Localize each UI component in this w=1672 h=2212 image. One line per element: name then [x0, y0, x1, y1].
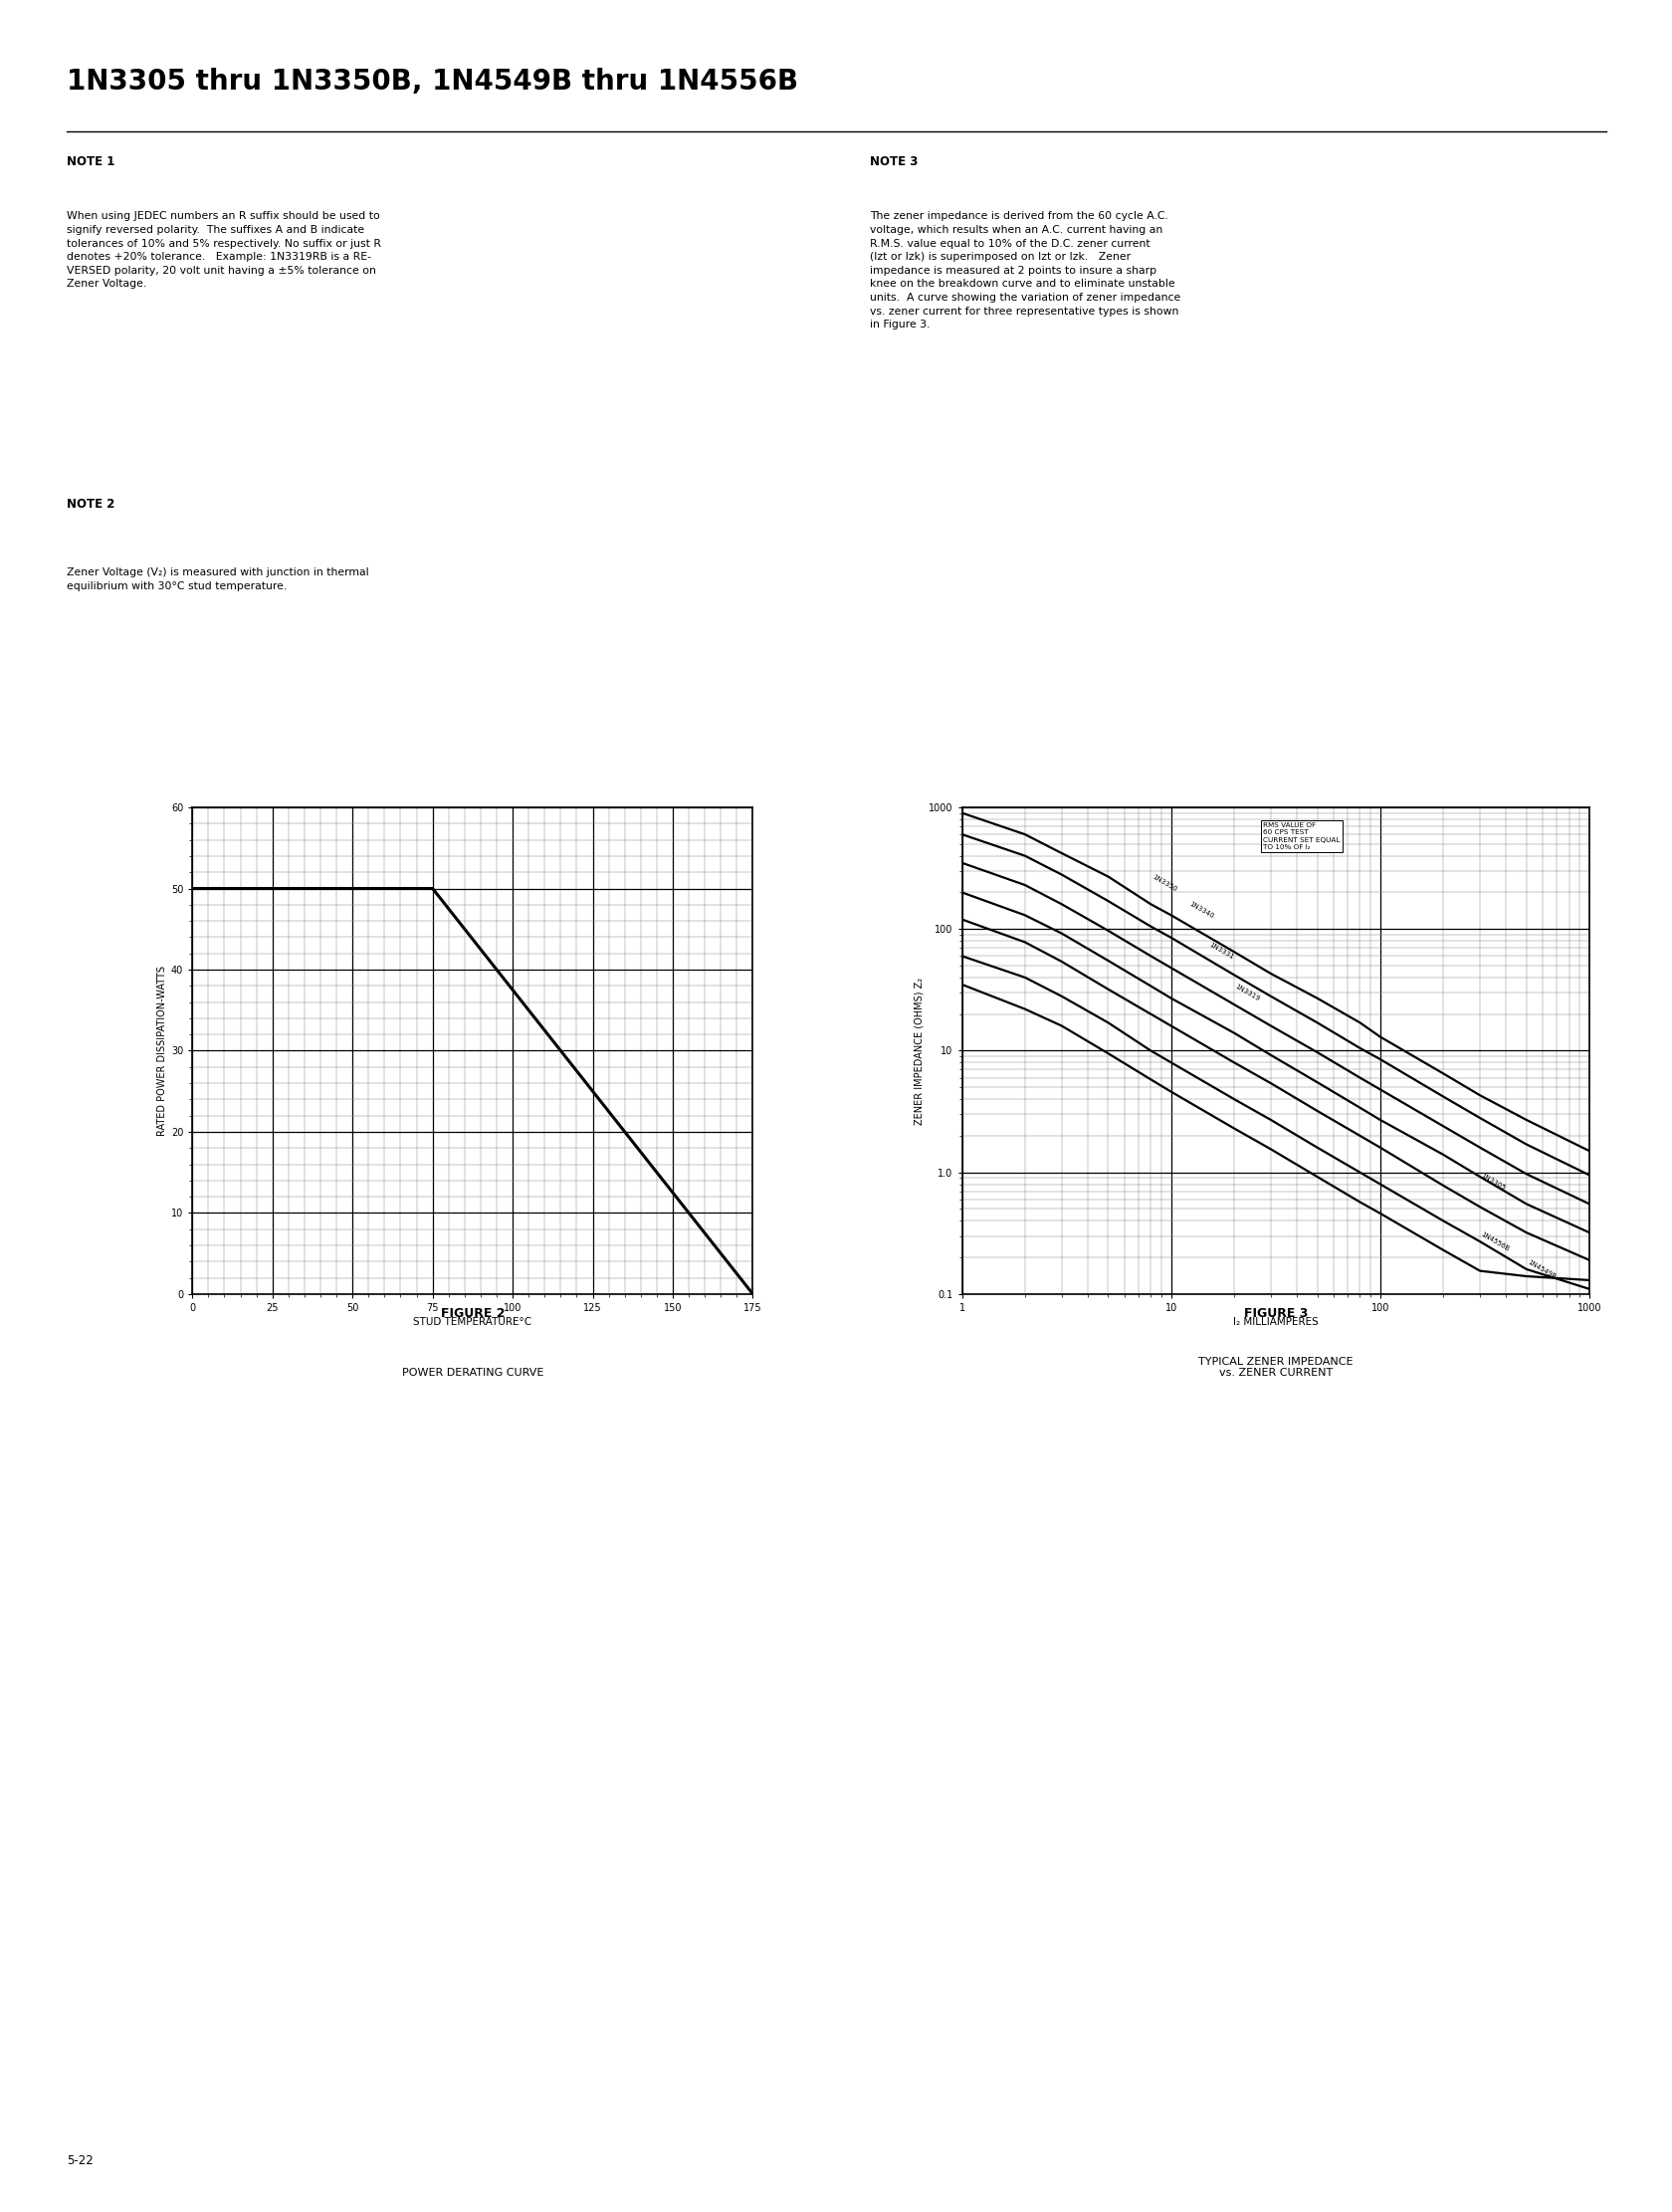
Text: NOTE 3: NOTE 3: [869, 155, 918, 168]
Text: The zener impedance is derived from the 60 cycle A.C.
voltage, which results whe: The zener impedance is derived from the …: [869, 212, 1180, 330]
Text: 1N3305: 1N3305: [1480, 1172, 1506, 1192]
Text: POWER DERATING CURVE: POWER DERATING CURVE: [401, 1367, 543, 1378]
Y-axis label: RATED POWER DISSIPATION-WATTS: RATED POWER DISSIPATION-WATTS: [157, 967, 167, 1135]
Text: 1N3340: 1N3340: [1187, 900, 1214, 920]
Text: RMS VALUE OF
60 CPS TEST
CURRENT SET EQUAL
TO 10% OF I₂: RMS VALUE OF 60 CPS TEST CURRENT SET EQU…: [1262, 823, 1339, 849]
Text: TYPICAL ZENER IMPEDANCE
vs. ZENER CURRENT: TYPICAL ZENER IMPEDANCE vs. ZENER CURREN…: [1197, 1356, 1353, 1378]
Y-axis label: ZENER IMPEDANCE (OHMS) Z₂: ZENER IMPEDANCE (OHMS) Z₂: [915, 978, 925, 1124]
Text: Zener Voltage (V₂) is measured with junction in thermal
equilibrium with 30°C st: Zener Voltage (V₂) is measured with junc…: [67, 568, 370, 591]
Text: FIGURE 3: FIGURE 3: [1242, 1307, 1308, 1321]
Text: 1N3350: 1N3350: [1150, 874, 1177, 891]
Text: NOTE 1: NOTE 1: [67, 155, 115, 168]
Text: FIGURE 2: FIGURE 2: [440, 1307, 505, 1321]
Text: 1N3319: 1N3319: [1234, 984, 1261, 1002]
Text: 5-22: 5-22: [67, 2154, 94, 2168]
Text: 1N3331: 1N3331: [1207, 942, 1234, 960]
Text: When using JEDEC numbers an R suffix should be used to
signify reversed polarity: When using JEDEC numbers an R suffix sho…: [67, 212, 381, 290]
Text: NOTE 2: NOTE 2: [67, 498, 115, 511]
Text: 1N4556B: 1N4556B: [1480, 1232, 1510, 1252]
Text: 1N3305 thru 1N3350B, 1N4549B thru 1N4556B: 1N3305 thru 1N3350B, 1N4549B thru 1N4556…: [67, 69, 798, 95]
X-axis label: I₂ MILLIAMPERES: I₂ MILLIAMPERES: [1232, 1316, 1318, 1327]
X-axis label: STUD TEMPERATURE°C: STUD TEMPERATURE°C: [413, 1316, 532, 1327]
Text: 1N4549B: 1N4549B: [1525, 1259, 1557, 1281]
